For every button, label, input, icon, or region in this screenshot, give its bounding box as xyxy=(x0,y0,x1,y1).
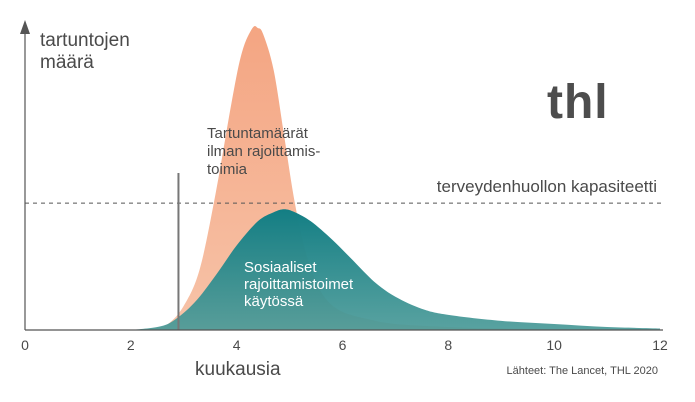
x-tick-labels: 0 2 4 6 8 10 12 xyxy=(21,337,668,353)
x-tick-label: 12 xyxy=(652,337,668,353)
y-axis-arrow xyxy=(20,20,30,34)
capacity-label: terveydenhuollon kapasiteetti xyxy=(437,177,657,196)
x-axis-label: kuukausia xyxy=(195,359,281,380)
source-text: Lähteet: The Lancet, THL 2020 xyxy=(507,365,658,377)
x-tick-label: 2 xyxy=(127,337,135,353)
x-tick-label: 0 xyxy=(21,337,29,353)
thl-logo: thl xyxy=(547,76,609,129)
series-label-restrictions: Sosiaaliset rajoittamistoimet käytössä xyxy=(244,259,354,310)
x-tick-label: 4 xyxy=(233,337,241,353)
x-tick-label: 10 xyxy=(546,337,562,353)
x-tick-label: 6 xyxy=(339,337,347,353)
series-label-no-restrictions: Tartuntamäärät ilman rajoittamis-toimia xyxy=(207,125,320,178)
y-axis-label: tartuntojen määrä xyxy=(40,30,130,73)
area-restrictions xyxy=(130,209,661,330)
x-tick-label: 8 xyxy=(444,337,452,353)
areas xyxy=(130,25,661,331)
